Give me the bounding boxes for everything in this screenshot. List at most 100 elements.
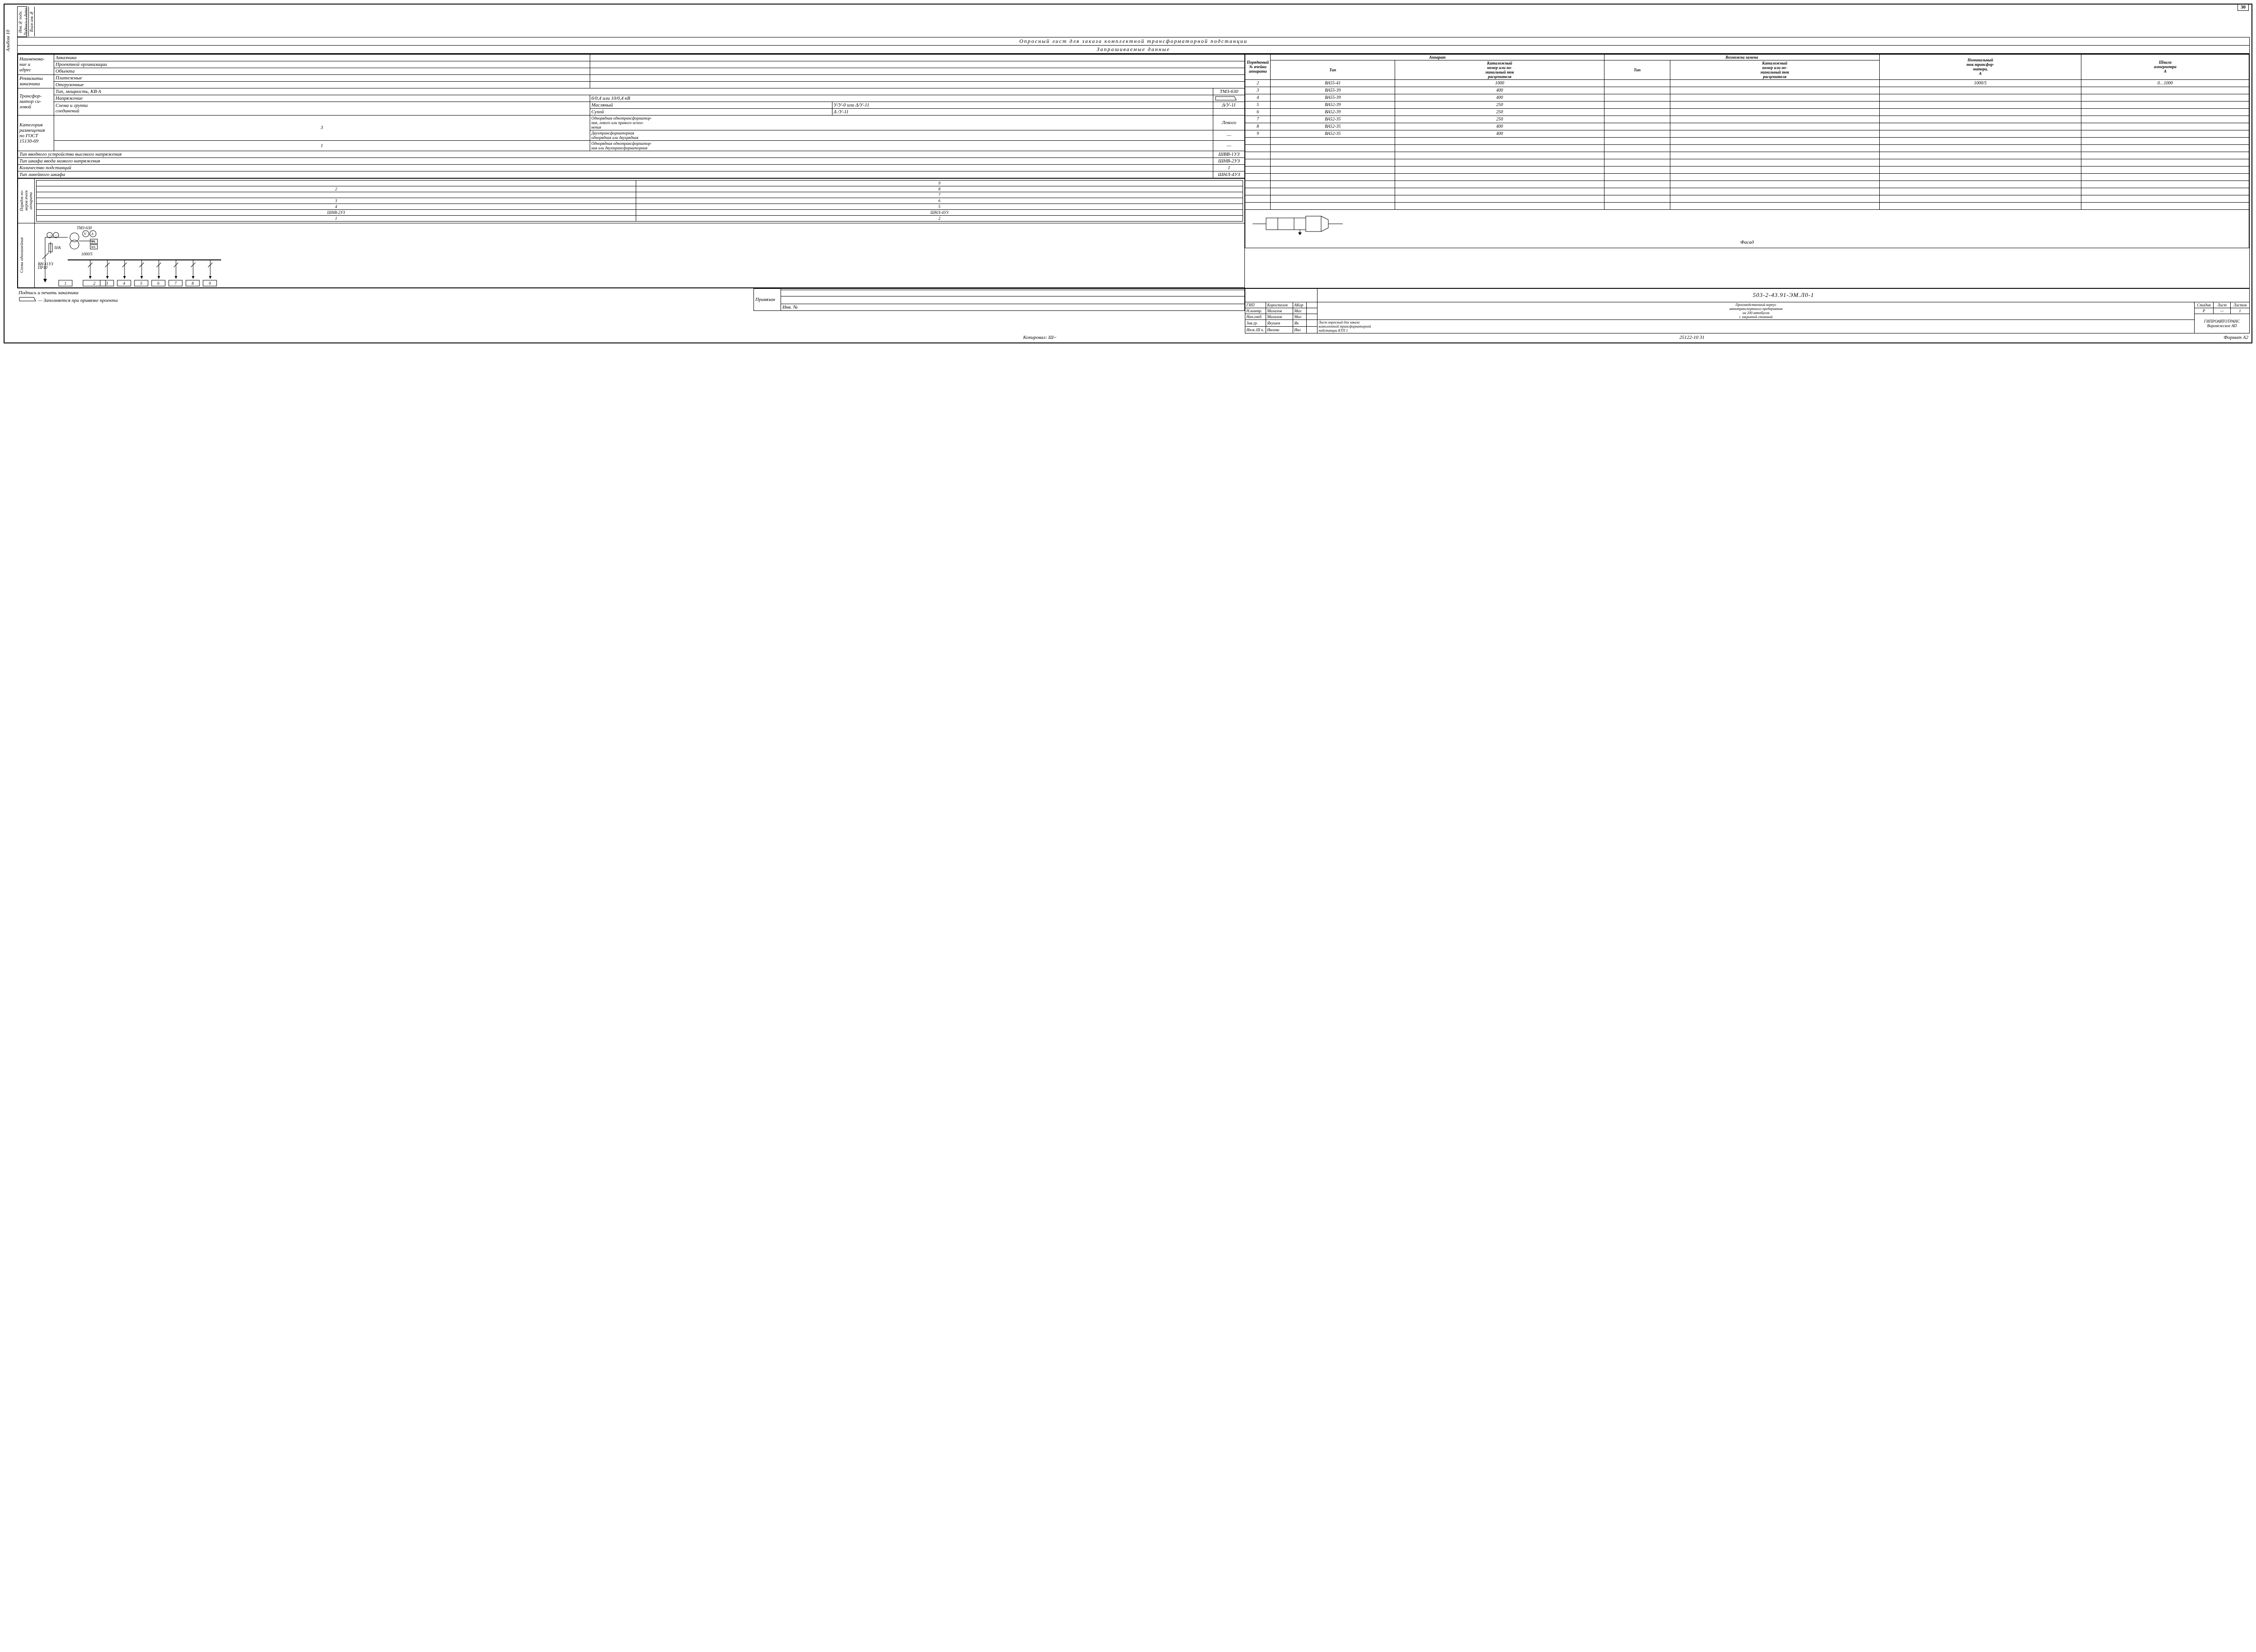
svg-text:ПР10: ПР10	[37, 265, 47, 270]
table-row: 5ВА52-39250	[1245, 101, 2249, 108]
footer-area: Привязан Подпись и печать заказчика — За…	[17, 288, 2250, 333]
svg-text:3: 3	[106, 281, 108, 286]
bind-label: Привязан	[754, 288, 781, 310]
name-row-object: Объекта	[54, 68, 590, 74]
facade-label: Фасад	[1248, 240, 2246, 245]
table-row	[1245, 159, 2249, 166]
row-qty-val: 1	[1213, 164, 1245, 171]
svg-text:7: 7	[175, 281, 177, 286]
trans-oil: Масляный	[590, 102, 832, 108]
svg-text:1: 1	[65, 281, 67, 286]
drawing-code: 503-2-43.91-ЭМ.Л0-1	[1318, 288, 2250, 302]
svg-text:A: A	[91, 232, 93, 236]
scheme-vlabel: Схема однолинейная	[19, 237, 24, 273]
side-revision-strip: Инв.№ подл. Подпись и дата Взам инв.№	[17, 6, 27, 37]
row-lv-val: ШНВ-2УЗ	[1213, 157, 1245, 164]
svg-text:50А: 50А	[54, 245, 61, 250]
table-row	[1245, 166, 2249, 173]
kat3-val2: —	[1213, 130, 1245, 140]
side-seg-inv: Инв.№ подл.	[18, 7, 23, 37]
fill-note: — Заполняется при привязке проекта	[38, 298, 118, 303]
row-hv: Тип вводного устройства высокого напряже…	[18, 151, 1213, 157]
sign-label: Подпись и печать заказчика	[17, 290, 754, 296]
trans-volt-val	[1213, 95, 1245, 102]
table-row	[1245, 195, 2249, 202]
trans-label: Трансфор- матор си- ловой	[18, 88, 54, 115]
svg-text:V: V	[84, 232, 87, 236]
col-nom: Номинальный ток трансфор- матора, А	[1879, 54, 2081, 79]
svg-text:4: 4	[123, 281, 125, 286]
footer-format: Формат А2	[1880, 334, 2250, 341]
table-row	[1245, 202, 2249, 209]
svg-text:→: →	[48, 233, 52, 237]
title-block-stamp: 503-2-43.91-ЭМ.Л0-1 ГИПКоростелевАКор Пр…	[1245, 288, 2250, 333]
kopir-label: Копировал: Ш~	[1022, 334, 1504, 341]
name-val-customer	[590, 54, 1245, 61]
main-content: Наименова- ние и адрес Заказчика Проектн…	[17, 54, 2250, 288]
footer-left: Привязан Подпись и печать заказчика — За…	[17, 288, 1245, 333]
col-scale: Шкала амперметра А	[2081, 54, 2249, 79]
table-row: 9ВА52-35400	[1245, 130, 2249, 137]
kat3-text1: Однорядная однотрансформатор- ная, левог…	[590, 115, 1213, 130]
kat3-val1: Левого	[1213, 115, 1245, 130]
table-row: 3ВА55-39400	[1245, 87, 2249, 94]
table-row: 4ВА55-39400	[1245, 94, 2249, 101]
row-line: Тип линейного шкафа	[18, 171, 1213, 178]
rekv-pay: Платежные	[54, 74, 590, 81]
col-type1: Тип	[1271, 60, 1395, 79]
table-row	[1245, 173, 2249, 180]
table-row	[1245, 144, 2249, 152]
trans-oil-opt: У/У-0 или Δ/У-11	[832, 102, 1213, 108]
apparatus-body: 2ВА55-4110001000/50…10003ВА55-394004ВА55…	[1245, 79, 2249, 209]
apparatus-table: Порядковый № ячейки аппарата Аппарат Воз…	[1245, 54, 2249, 210]
drawing-sheet: 30 Альбом 10 Инв.№ подл. Подпись и дата …	[4, 4, 2252, 343]
trans-volt-opts: 6/0,4 или 10/0,4 кВ	[590, 95, 1213, 102]
table-row: 2ВА55-4110001000/50…1000	[1245, 79, 2249, 87]
row-qty: Количество подстанций	[18, 164, 1213, 171]
form-table: Наименова- ние и адрес Заказчика Проектн…	[18, 54, 1245, 178]
table-row	[1245, 152, 2249, 159]
trans-scheme-label: Схема и группа соединений	[54, 102, 590, 115]
row-hv-val: ШВВ-1УЗ	[1213, 151, 1245, 157]
name-row-design: Проектной организации	[54, 61, 590, 68]
rekv-label: Реквизиты заказчика	[18, 74, 54, 88]
cell-order-block: 92873645ШНВ-2УЗШНЛ-4УЗ12	[35, 178, 1245, 223]
row-lv: Тип шкафа ввода низкого напряжения	[18, 157, 1213, 164]
svg-text:Wh: Wh	[91, 240, 96, 244]
table-row	[1245, 137, 2249, 144]
col-order: Порядковый № ячейки аппарата	[1245, 54, 1271, 79]
trans-dry-opt: Δ /У-11	[832, 108, 1213, 115]
subtitle: Запрашиваемые данные	[18, 45, 2250, 53]
single-line-scheme: ТМЗ-630 ВН-11УЗ ПР10 50	[35, 223, 1245, 287]
facade-block: Фасад	[1245, 210, 2249, 248]
footer-num: 25122-10 31	[1504, 334, 1881, 341]
col-group2: Возможна замена	[1604, 54, 1880, 60]
kat1-text: Однорядная однотрансформатор- ная или дв…	[590, 140, 1213, 151]
left-form: Наименова- ние и адрес Заказчика Проектн…	[18, 54, 1245, 288]
kat-1: 1	[54, 140, 590, 151]
col-type2: Тип	[1604, 60, 1670, 79]
svg-text:←: ←	[55, 233, 58, 237]
table-row	[1245, 180, 2249, 188]
side-seg-sign: Подпись и дата	[23, 7, 29, 37]
side-seg-vzam: Взам инв.№	[29, 7, 35, 37]
page-number: 30	[2238, 4, 2249, 11]
lower-left: Порядок но- меров ячеек аппарата 9287364…	[18, 178, 1245, 288]
trans-dry: Сухой	[590, 108, 832, 115]
table-row: 6ВА52-39250	[1245, 108, 2249, 116]
apparatus-block: Порядковый № ячейки аппарата Аппарат Воз…	[1245, 54, 2249, 288]
col-group1: Аппарат	[1271, 54, 1604, 60]
col-cat2: Каталожный номер или но- минальный ток р…	[1670, 60, 1879, 79]
svg-text:Wh: Wh	[91, 245, 96, 249]
name-row-customer: Заказчика	[54, 54, 590, 61]
cell-order-table: 92873645ШНВ-2УЗШНЛ-4УЗ12	[36, 180, 1243, 222]
kat3-text2: Двухтрансформаторная однорядная или двух…	[590, 130, 1213, 140]
svg-text:6: 6	[157, 281, 160, 286]
trans-volt-label: Напряжение	[54, 95, 590, 102]
scheme-svg: ТМЗ-630 ВН-11УЗ ПР10 50	[36, 224, 226, 287]
cell-order-vlabel: Порядок но- меров ячеек аппарата	[19, 190, 33, 211]
svg-text:2: 2	[93, 281, 96, 286]
kat-3: 3	[54, 115, 590, 140]
scheme-tmz: ТМЗ-630	[77, 226, 92, 230]
title-table: Опросный лист для заказа комплектной тра…	[17, 37, 2250, 54]
